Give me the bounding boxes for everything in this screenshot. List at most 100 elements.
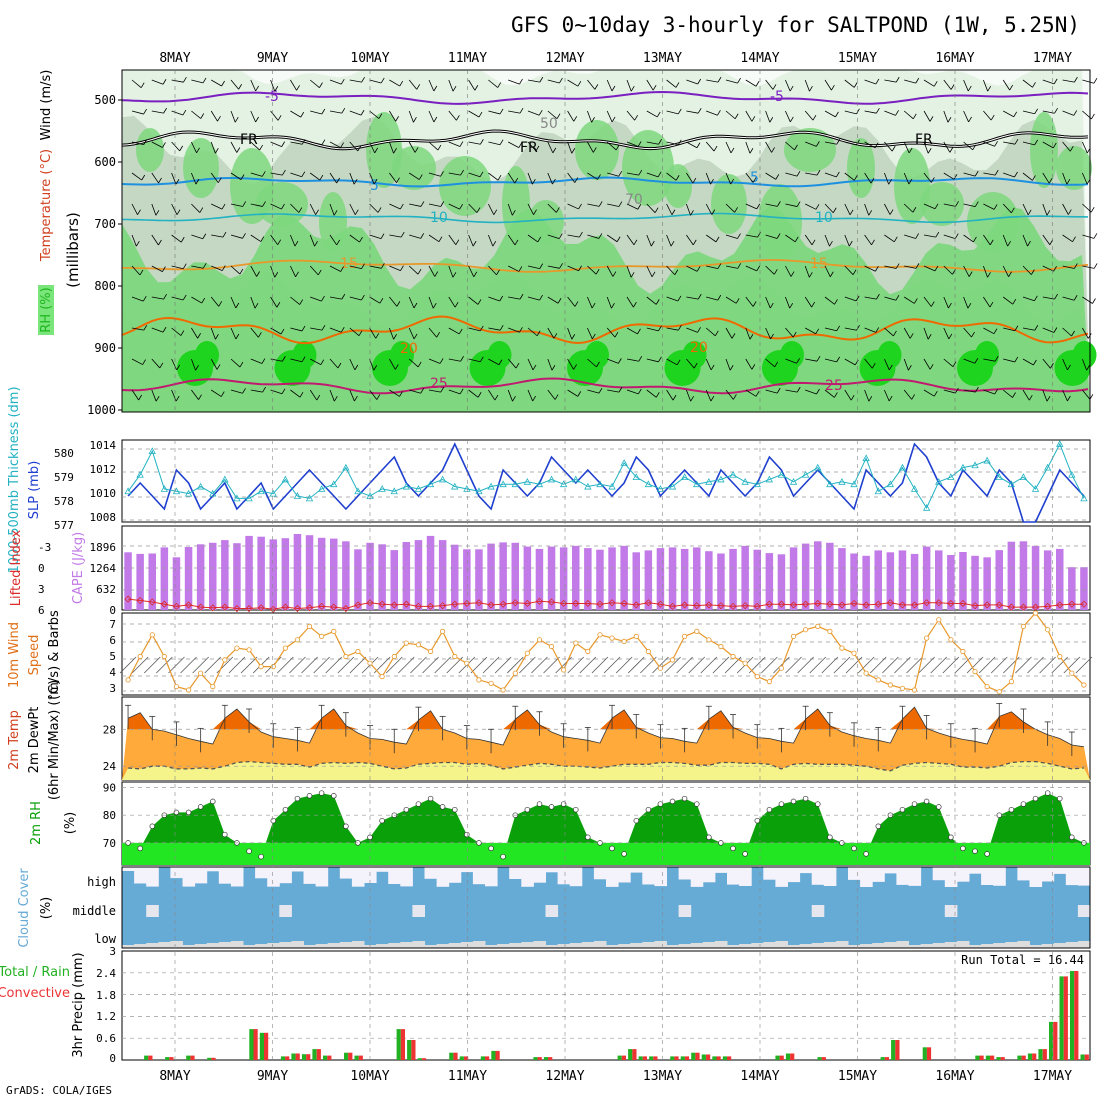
wind-barb [1062,79,1075,83]
rh-blob-mid [664,164,692,208]
cloud-high-gap [339,867,353,879]
wind-barb [844,358,856,366]
wind-barb [686,234,694,246]
wind-barb [745,141,751,154]
surface-wind-barb [821,656,839,674]
wind-barb [587,110,592,123]
wind-barb [329,389,335,402]
wind-barb-flag [221,80,225,87]
wind-barb [171,296,184,301]
wind-barb [745,389,757,397]
thickness-point [910,485,919,492]
cloud-low-gap [799,944,813,948]
wind-barb [547,234,560,239]
wind-barb-flag [336,239,341,246]
wind-barb [1062,172,1068,185]
wind-barb-flag [420,388,425,394]
precip-total-bar [407,1040,412,1060]
wind-barb-flag [891,145,896,152]
wind-barb [171,389,177,402]
wind-barb [468,389,479,398]
wind-barb-flag [677,295,682,302]
precip-total-bar [1070,971,1075,1060]
wind-barb [1003,327,1015,332]
contour-label: 15 [340,256,358,272]
wind-barb [884,110,896,116]
cape-bar [814,541,822,610]
wind-barb-flag [336,177,340,184]
wind-barb [824,327,837,332]
wind-barb [765,110,771,123]
wind-barb-flag [393,148,397,154]
wind-barb [1062,358,1068,371]
wind-barb [745,79,757,87]
cloud-low-gap [448,943,462,948]
wind-barb [131,296,144,302]
surface-wind-barb [410,656,427,674]
contour-label: FR [240,132,258,148]
wind-barb [844,172,855,181]
wind-barb [191,234,203,240]
rh-tick: 80 [103,809,116,822]
surface-wind-barb [494,656,512,674]
wind-barb [705,203,713,215]
wind-barb-flag [989,301,994,308]
precip-conv-bar [411,1040,416,1060]
wind-barb-flag [1074,76,1078,83]
precip-total-bar [722,1056,727,1060]
bottom-date-label: 8MAY [159,1069,190,1084]
wind-barb [626,234,635,246]
wind-barb-flag [163,293,167,300]
precip-conv-bar [316,1049,321,1060]
top-date-label: 8MAY [159,51,190,66]
cape-bar [1007,541,1016,610]
thickness-point [717,475,725,483]
wind-barb [567,141,573,154]
wind-barb [290,265,296,278]
wind-barb [191,172,197,185]
wind-barb [943,203,956,207]
cloud-low-gap [1005,942,1018,948]
rh-point [403,806,410,813]
wind-barb [884,172,890,185]
lifted-index-point [499,600,507,608]
wind-barb [527,234,539,243]
wind-barb [745,172,754,183]
precip-tick: 2.4 [96,967,116,980]
thickness-point [608,482,616,490]
wind-barb-flag [215,334,219,340]
wind-barb-flag [493,209,498,215]
wind-barb-flag [195,365,199,371]
cape-bar [463,549,471,610]
wind-barb-flag [438,236,443,242]
wind-barb-flag [1046,210,1051,216]
wind-barb [408,172,420,180]
wind-barb-flag [282,356,286,362]
wind-barb [488,327,501,331]
wind-barb [725,203,735,213]
wind-barb-flag [375,333,380,339]
cloud-high-gap [618,867,631,883]
wind-barb [567,358,574,370]
lifted-index-point [572,599,580,608]
wind-barb-flag [987,272,991,278]
cloud-low-gap [218,942,232,948]
wind-barb-flag [136,240,140,247]
wind-barb-flag [591,117,595,123]
wind-barb [805,203,817,210]
wind-barb [824,110,836,118]
wind-barb-flag [611,116,616,123]
wind-barb [230,389,243,394]
rh-point [222,831,228,838]
contour-label: 25 [430,376,448,392]
wind-barb-flag [551,365,556,371]
wind-barb-flag [340,326,345,333]
lifted-index-point [426,602,435,610]
contour-label: FR [520,140,538,156]
wind-barb-flag [1067,395,1071,402]
precip-conv-bar [895,1040,900,1060]
wind-barb-flag [274,272,279,278]
cape-bar [330,538,338,610]
wind-barb [765,327,771,340]
lifted-index-point [729,602,737,610]
